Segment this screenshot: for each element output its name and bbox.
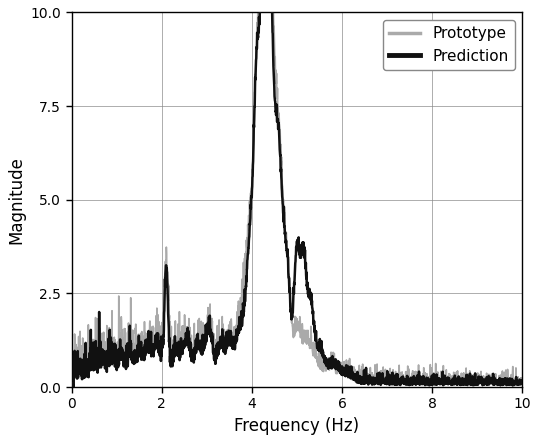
- Prediction: [288, 309, 294, 314]
- Y-axis label: Magnitude: Magnitude: [7, 156, 25, 244]
- Prediction: [276, 135, 282, 141]
- Prototype: [423, 371, 430, 377]
- X-axis label: Frequency (Hz): Frequency (Hz): [235, 417, 359, 435]
- Prediction: [70, 384, 76, 389]
- Prediction: [506, 382, 513, 388]
- Prototype: [288, 314, 294, 320]
- Prototype: [69, 383, 76, 388]
- Line: Prediction: Prediction: [72, 0, 522, 386]
- Prototype: [68, 382, 75, 388]
- Prediction: [91, 361, 98, 366]
- Prototype: [506, 381, 513, 386]
- Prediction: [423, 379, 430, 385]
- Prototype: [519, 378, 526, 383]
- Prediction: [519, 379, 526, 384]
- Prediction: [506, 382, 513, 387]
- Line: Prototype: Prototype: [72, 0, 522, 385]
- Legend: Prototype, Prediction: Prototype, Prediction: [384, 20, 515, 70]
- Prototype: [91, 344, 98, 349]
- Prototype: [506, 379, 513, 385]
- Prototype: [276, 117, 282, 122]
- Prediction: [68, 381, 75, 386]
